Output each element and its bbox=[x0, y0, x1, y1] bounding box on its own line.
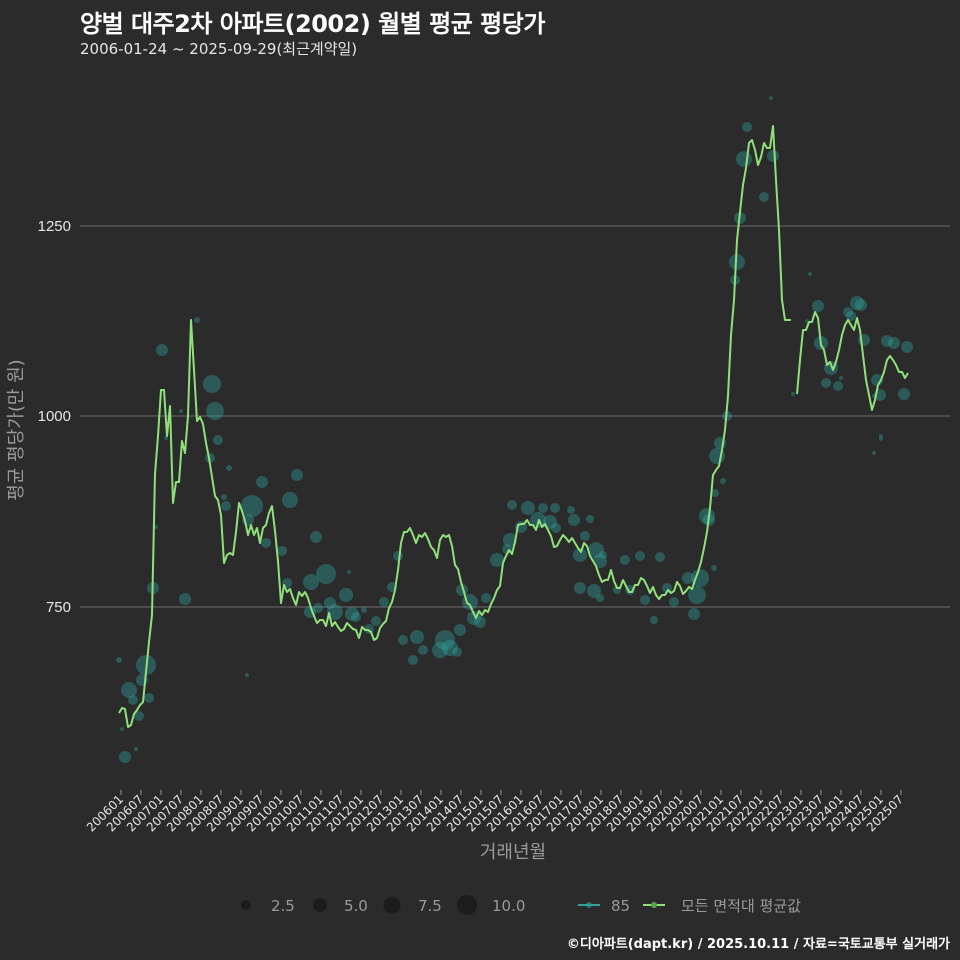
legend: 2.5 5.0 7.5 10.0 85 모든 면적대 평균값 bbox=[241, 895, 801, 915]
bubble-series-85 bbox=[116, 96, 913, 763]
y-tick-label: 1000 bbox=[38, 408, 71, 425]
legend-size-marker bbox=[457, 895, 477, 915]
legend-size-marker bbox=[313, 898, 327, 912]
legend-size-marker bbox=[241, 900, 251, 910]
footer-credit: ©디아파트(dapt.kr) / 2025.10.11 / 자료=국토교통부 실… bbox=[566, 937, 950, 952]
x-axis bbox=[120, 790, 902, 795]
y-gridlines bbox=[80, 225, 950, 608]
y-tick-label: 750 bbox=[46, 599, 71, 616]
legend-size-label: 5.0 bbox=[344, 897, 368, 915]
x-tick-labels: 2006012006072007012007072008012008072009… bbox=[84, 792, 906, 834]
y-tick-label: 1250 bbox=[38, 218, 71, 235]
legend-series-avg-icon bbox=[651, 902, 657, 908]
legend-size-label: 2.5 bbox=[271, 897, 295, 915]
legend-series-label: 모든 면적대 평균값 bbox=[681, 897, 801, 915]
legend-size-marker bbox=[383, 896, 401, 914]
y-axis-title: 평균 평당가(만 원) bbox=[6, 359, 27, 500]
legend-size-label: 10.0 bbox=[492, 897, 525, 915]
x-axis-title: 거래년월 bbox=[480, 842, 546, 863]
legend-series-label: 85 bbox=[611, 897, 630, 915]
chart-title: 양벌 대주2차 아파트(2002) 월별 평균 평당가 bbox=[80, 10, 545, 38]
y-axis: 1250 1000 750 bbox=[38, 218, 71, 616]
legend-series-85-icon bbox=[586, 902, 592, 908]
chart-subtitle: 2006-01-24 ~ 2025-09-29(최근계약일) bbox=[80, 40, 358, 58]
legend-size-label: 7.5 bbox=[418, 897, 442, 915]
average-line bbox=[118, 125, 909, 728]
